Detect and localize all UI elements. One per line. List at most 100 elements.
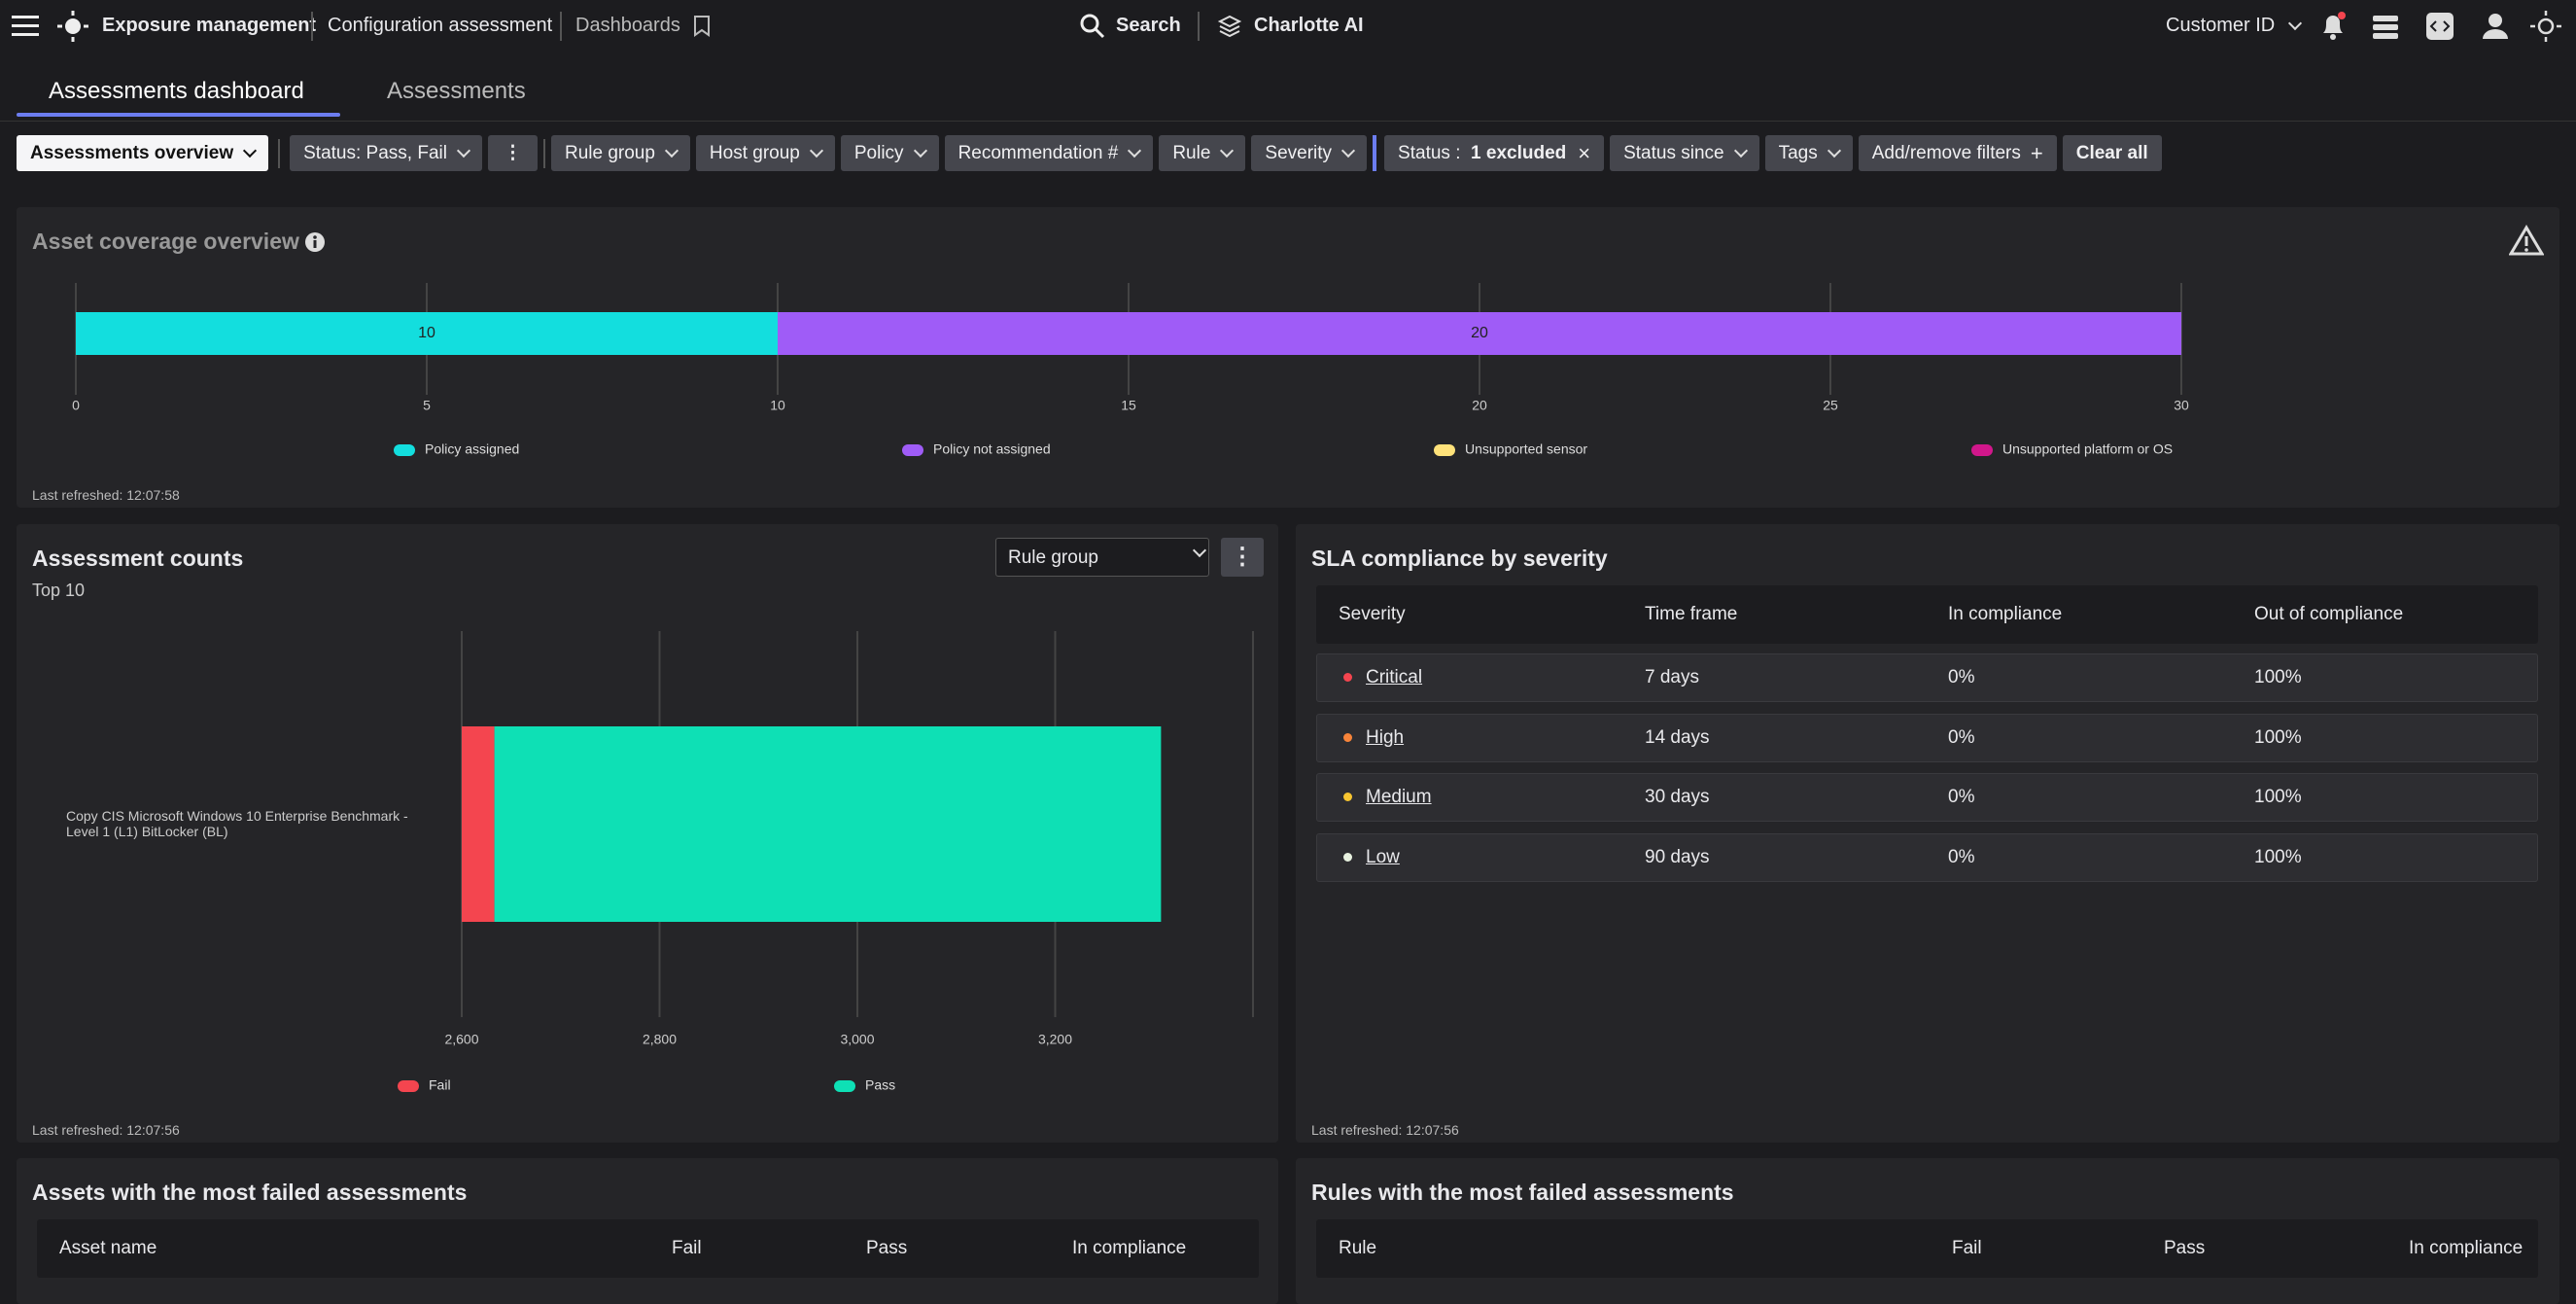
filter-label: Rule [1172,142,1211,163]
column-header: Out of compliance [2254,604,2404,624]
menu-icon[interactable] [12,14,41,39]
last-refreshed: Last refreshed: 12:07:58 [32,487,180,503]
severity-link[interactable]: Low [1366,846,1400,867]
chevron [1192,543,1207,558]
table-cell: 0% [1948,667,1975,687]
panel-title: Assets with the most failed assessments [32,1180,468,1205]
divider [542,138,545,168]
breadcrumb[interactable]: Configuration assessment [328,15,553,36]
add-label: Add/remove filters [1871,142,2021,163]
column-header: Pass [866,1238,908,1258]
filter-key: Status : [1398,142,1461,163]
filter-label: Tags [1778,142,1818,163]
bookmark-icon[interactable] [692,15,712,38]
filter-chip[interactable]: Tags [1764,135,1853,171]
charlotte-ai[interactable]: Charlotte AI [1254,15,1364,36]
app-icon [57,11,88,42]
tray-icon[interactable] [2373,15,2400,40]
divider [278,138,281,168]
filter-chip[interactable]: Severity [1251,135,1368,171]
filter-chip[interactable]: Status : 1 excluded × [1384,135,1605,171]
table-cell: 100% [2254,667,2302,687]
filter-label: Severity [1265,142,1333,163]
chevron [243,143,258,159]
counts-panel: Assessment counts Top 10 Rule group ⋮ Co… [17,524,1278,1143]
filter-chip[interactable]: Status: Pass, Fail [290,135,482,171]
search[interactable]: Search [1116,15,1181,36]
tab[interactable]: Assessments dashboard [49,78,304,104]
table-cell: 100% [2254,787,2302,807]
chevron [456,143,471,159]
filter-label: Status: Pass, Fail [303,142,447,163]
filter-label: Status since [1623,142,1724,163]
filter-label: Recommendation # [957,142,1119,163]
severity-link[interactable]: High [1366,726,1405,748]
filter-menu[interactable]: ⋮ [487,135,538,171]
chevron [2287,16,2303,31]
column-header: Pass [2164,1238,2206,1258]
tab[interactable]: Assessments [387,78,526,104]
severity-link[interactable]: Medium [1366,787,1432,807]
search-icon[interactable] [1079,13,1106,40]
filter-group: Rule group Host group Policy Recommendation… [550,135,1373,171]
divider [560,12,562,41]
table-row[interactable] [1316,773,2538,822]
chevron [809,143,823,159]
last-refreshed: Last refreshed: 12:07:56 [32,1122,180,1138]
coverage-panel: Asset coverage overview Last refreshed: … [17,207,2559,508]
severity-dot [1343,852,1352,862]
warning-icon[interactable] [2509,225,2544,256]
table-row[interactable] [1316,832,2538,882]
select-label: Rule group [1008,547,1098,568]
last-refreshed: Last refreshed: 12:07:56 [1311,1122,1459,1138]
chevron [1827,143,1841,159]
sla-panel: SLA compliance by severity Last refreshe… [1296,524,2559,1143]
customer-id[interactable]: Customer ID [2166,15,2276,36]
clear-all[interactable]: Clear all [2062,135,2162,171]
top-bar: Exposure management Configuration assess… [0,0,2576,60]
column-header: In compliance [1072,1238,1187,1258]
table-cell: 30 days [1645,787,1710,807]
app-name[interactable]: Exposure management [102,15,317,36]
column-header: Fail [1952,1238,1982,1258]
theme-icon[interactable] [2529,10,2562,43]
filter-chip[interactable]: Rule [1159,135,1246,171]
table-header [1316,585,2538,644]
info-icon[interactable] [304,231,326,253]
panel-title: Rules with the most failed assessments [1311,1180,1734,1205]
view-label: Assessments overview [30,142,234,163]
divider [1198,12,1200,41]
column-header: In compliance [2409,1238,2524,1258]
dev-icon[interactable] [2426,13,2455,42]
bell-icon[interactable] [2318,10,2348,43]
chevron [664,143,679,159]
user-icon[interactable] [2481,12,2510,41]
chevron [1733,143,1748,159]
table-cell: 14 days [1645,726,1710,748]
severity-dot [1343,793,1352,801]
column-header: Rule [1339,1238,1377,1258]
severity-dot [1343,732,1352,742]
filter-chip[interactable]: Status since [1610,135,1759,171]
filter-value: 1 excluded [1471,142,1567,163]
breadcrumb[interactable]: Dashboards [575,15,680,36]
group-select[interactable]: Rule group [995,538,1209,577]
view-select[interactable]: Assessments overview [17,135,269,171]
filter-chip[interactable]: Recommendation # [944,135,1154,171]
panel-menu[interactable]: ⋮ [1221,538,1264,577]
plus-icon: + [2030,140,2043,165]
table-cell: 100% [2254,726,2302,748]
close-icon[interactable]: × [1578,140,1591,165]
filter-chip[interactable]: Rule group [550,135,690,171]
severity-link[interactable]: Critical [1366,667,1423,687]
table-cell: 100% [2254,846,2302,867]
filter-chip[interactable]: Policy [840,135,939,171]
column-header: In compliance [1948,604,2063,624]
severity-dot [1343,673,1352,682]
filter-chip[interactable]: Host group [695,135,835,171]
add-filter[interactable]: Add/remove filters + [1858,135,2057,171]
table-row[interactable] [1316,713,2538,762]
panel-title: Asset coverage overview [32,229,299,254]
table-row[interactable] [1316,653,2538,702]
